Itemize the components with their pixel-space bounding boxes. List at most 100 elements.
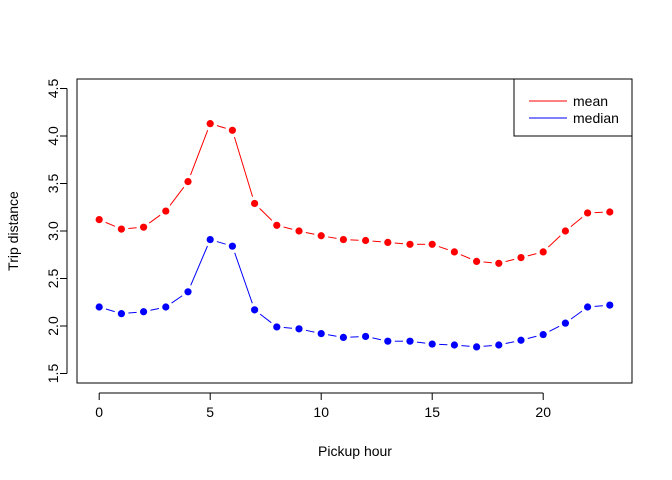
series-mean-point (384, 238, 392, 246)
series-median-segment (234, 252, 253, 304)
series-median-point (228, 242, 236, 250)
series-mean-segment (527, 253, 537, 257)
series-median-point (539, 330, 547, 339)
y-tick-label: 3.5 (45, 174, 61, 194)
series-median-segment (527, 335, 537, 339)
series-mean-point (295, 227, 303, 235)
series-mean-point (584, 209, 592, 217)
series-mean-point (228, 126, 236, 134)
x-tick-label: 10 (313, 404, 329, 420)
series-median-segment (283, 327, 293, 329)
series-mean-point (317, 232, 325, 240)
series-median-segment (505, 341, 515, 345)
series-mean-segment (570, 216, 583, 227)
y-axis: 1.5 2.0 2.5 3.0 3.5 4.0 4.5 (45, 79, 68, 384)
series-mean-segment (259, 208, 273, 221)
series-median-point (273, 323, 281, 331)
series-mean-point (95, 216, 103, 224)
series-mean-segment (190, 130, 209, 176)
series-mean-segment (438, 246, 448, 251)
series-mean-point (495, 259, 503, 267)
series-layer (95, 120, 614, 351)
series-median-point (251, 306, 259, 314)
legend-box (513, 78, 633, 137)
series-median-point (473, 343, 481, 351)
x-tick-label: 5 (206, 404, 214, 420)
series-mean-point (251, 199, 259, 208)
x-tick-label: 15 (424, 404, 440, 420)
series-mean-point (184, 178, 192, 186)
y-tick-label: 2.0 (45, 316, 61, 336)
series-mean-segment (372, 240, 381, 243)
x-axis: 0 5 10 15 20 (95, 392, 551, 420)
series-mean-segment (169, 186, 185, 206)
series-median-point (206, 235, 214, 244)
series-mean-point (606, 208, 614, 216)
series-mean-segment (328, 236, 337, 239)
series-mean-point (539, 248, 547, 256)
series-mean-segment (283, 226, 293, 230)
series-median-segment (190, 245, 208, 286)
series-mean-point (117, 225, 125, 233)
series-median-point (495, 341, 503, 349)
series-median-point (606, 301, 614, 309)
series-median-point (162, 303, 170, 311)
series-median-point (339, 333, 347, 341)
series-median-point (406, 337, 414, 345)
series-median-segment (483, 345, 492, 347)
series-mean-segment (305, 231, 315, 235)
series-median-segment (549, 325, 560, 332)
series-median-segment (372, 337, 382, 341)
series-median-point (117, 310, 125, 318)
series-mean-point (450, 248, 458, 256)
series-median-point (140, 308, 148, 316)
series-median-segment (305, 329, 315, 333)
series-median-segment (171, 295, 183, 304)
legend-label-mean: mean (573, 93, 608, 109)
series-median (95, 235, 614, 351)
series-median-point (384, 337, 392, 345)
y-tick-label: 1.5 (45, 364, 61, 384)
series-median-point (95, 303, 103, 311)
series-median-segment (216, 241, 226, 245)
y-tick-label: 3.0 (45, 221, 61, 241)
series-median-point (517, 336, 525, 344)
plot-box (76, 78, 633, 384)
legend: mean median (513, 78, 633, 137)
series-median-segment (594, 305, 603, 307)
series-mean-segment (547, 235, 561, 248)
series-mean-segment (483, 261, 492, 264)
series-median-segment (570, 310, 583, 320)
series-mean-point (339, 235, 347, 244)
series-mean-segment (233, 136, 254, 197)
series-mean-point (362, 236, 370, 245)
series-mean-point (428, 240, 436, 248)
series-median-point (362, 332, 370, 341)
series-median-point (450, 341, 458, 349)
series-mean-point (273, 221, 281, 229)
y-tick-label: 2.5 (45, 269, 61, 289)
series-median-segment (328, 334, 337, 337)
series-mean-segment (105, 221, 116, 227)
series-mean-segment (216, 125, 226, 129)
series-mean-point (406, 240, 414, 248)
series-mean-segment (128, 227, 137, 230)
series-mean-point (473, 257, 481, 265)
series-median-point (428, 340, 436, 348)
series-median-segment (128, 311, 137, 314)
series-median-segment (150, 307, 160, 311)
series-median-point (561, 319, 570, 327)
series-median-segment (416, 341, 426, 344)
series-median-segment (105, 308, 115, 313)
series-median-point (184, 288, 192, 296)
series-mean-segment (505, 258, 515, 263)
series-median-point (584, 303, 592, 311)
series-mean-point (206, 120, 214, 128)
series-median-segment (259, 313, 272, 324)
series-mean-point (517, 254, 525, 262)
series-median-point (317, 330, 325, 338)
x-axis-label: Pickup hour (318, 443, 392, 459)
series-mean-point (162, 207, 170, 215)
